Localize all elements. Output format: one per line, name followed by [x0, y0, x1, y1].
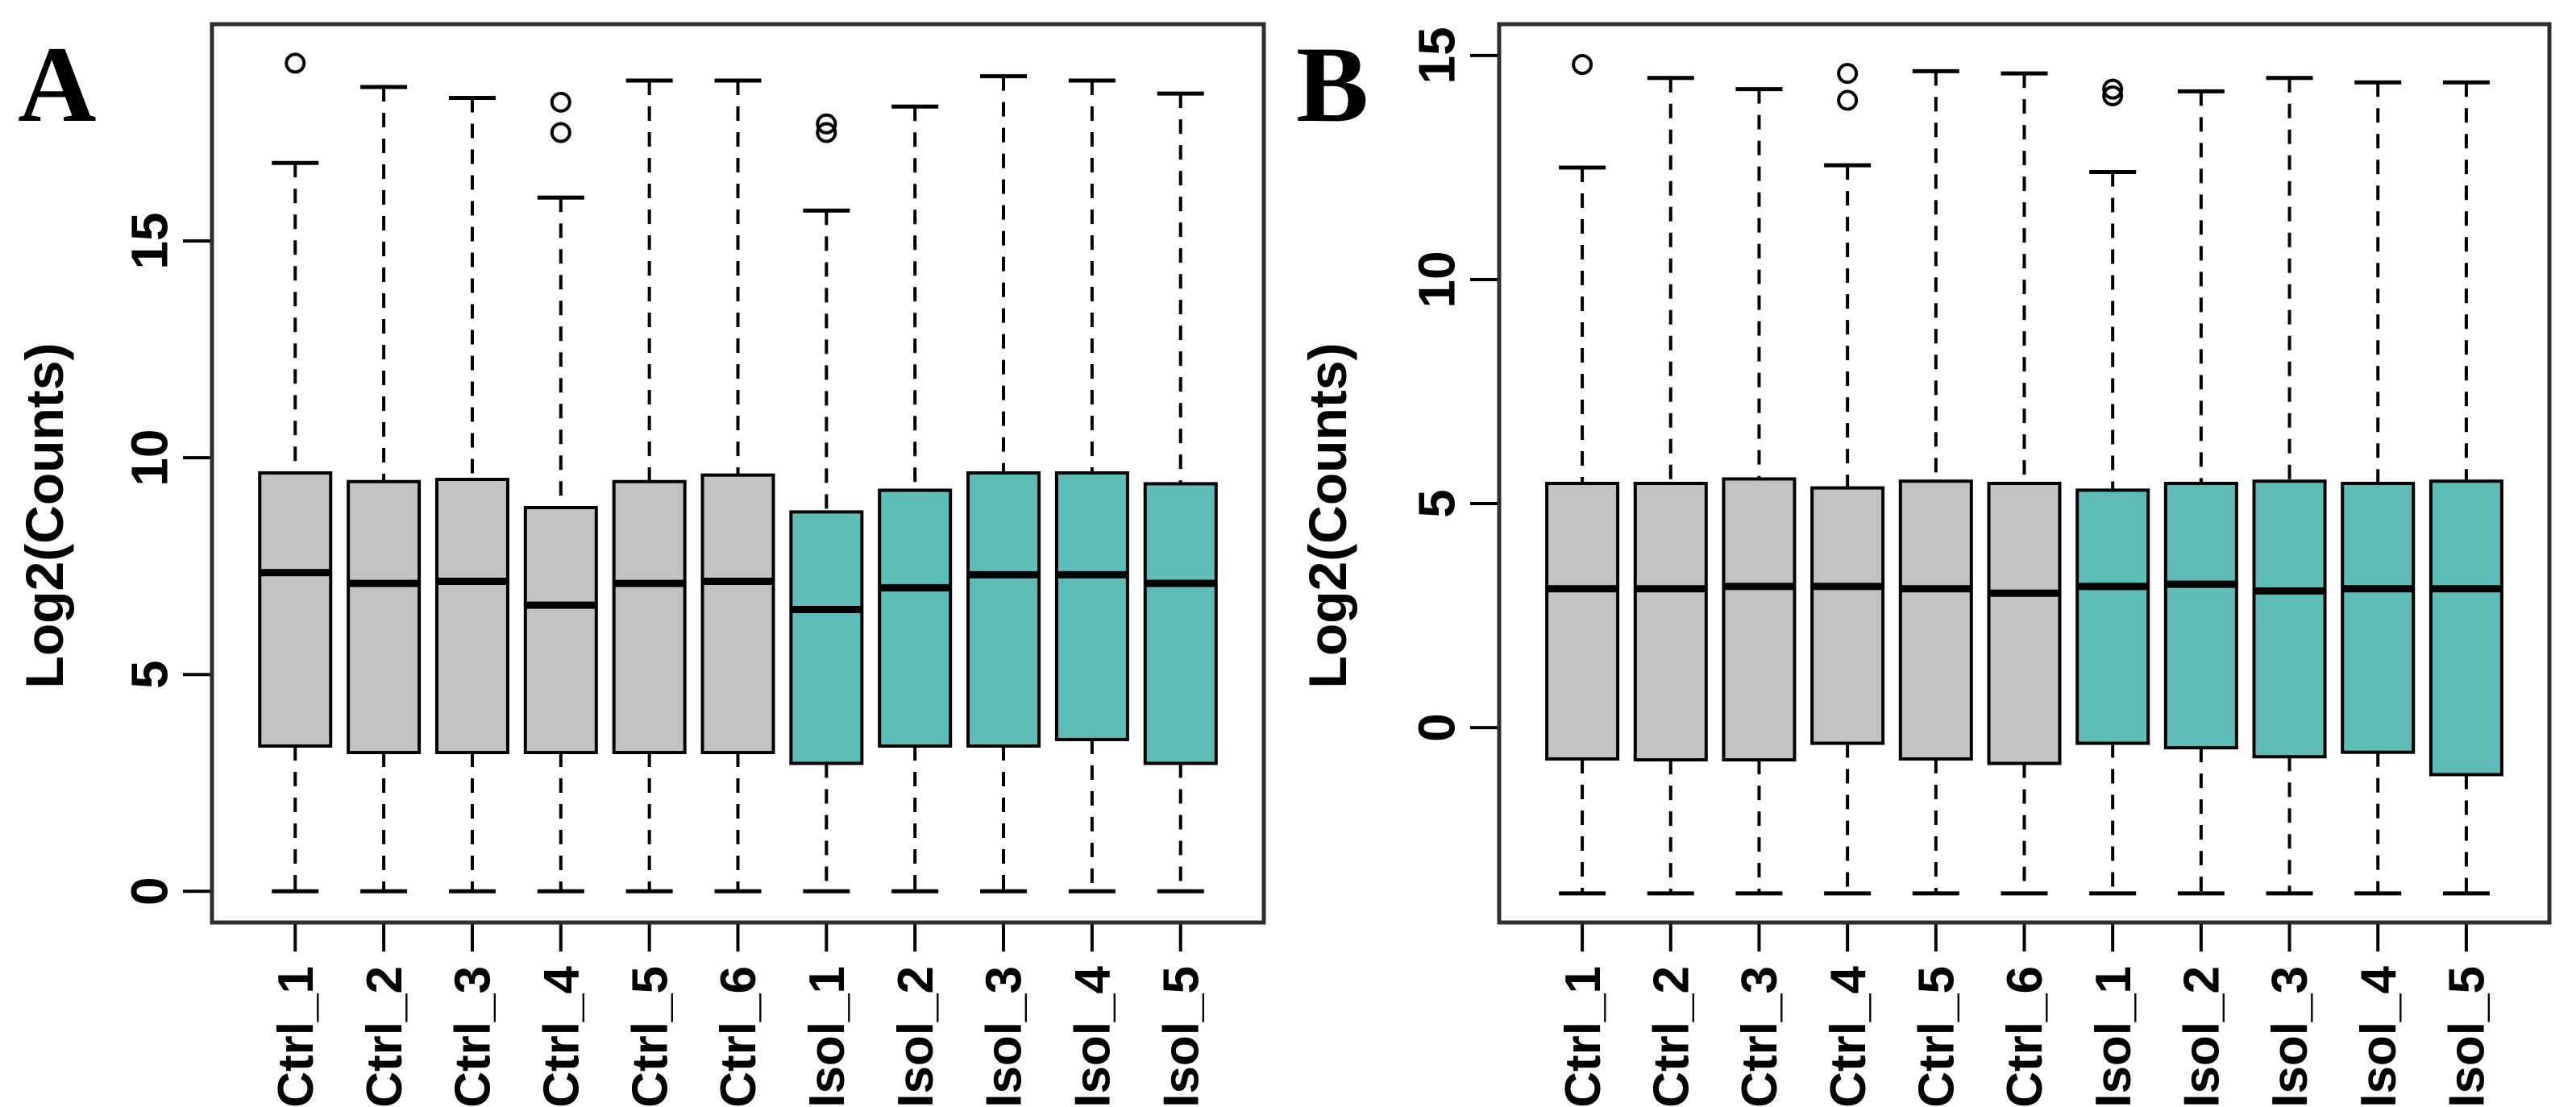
x-tick-label: Ctrl_4	[1821, 965, 1876, 1107]
iqr-box	[2429, 479, 2503, 777]
outlier-point	[816, 122, 837, 143]
box-A-Isol_5: Isol_5	[1143, 91, 1218, 1107]
iqr-box	[789, 510, 864, 765]
panel-B-frame	[1497, 22, 2552, 925]
iqr-box	[523, 506, 598, 755]
box-A-Ctrl_6: Ctrl_6	[700, 78, 775, 1107]
iqr-box	[1898, 479, 1973, 761]
x-tick-label: Isol_4	[1066, 965, 1121, 1107]
box-A-Isol_1: Isol_1	[789, 113, 864, 1107]
x-tick-label: Ctrl_1	[268, 966, 324, 1107]
iqr-box	[1987, 482, 2062, 765]
iqr-box	[1633, 482, 1708, 762]
x-tick-label: Ctrl_4	[534, 965, 590, 1107]
x-tick-label: Ctrl_3	[446, 966, 501, 1107]
box-B-Ctrl_4: Ctrl_4	[1810, 63, 1885, 1107]
x-tick-label: Isol_5	[1153, 966, 1209, 1107]
panel-a-letter: A	[18, 25, 97, 145]
box-A-Ctrl_3: Ctrl_3	[434, 95, 509, 1107]
y-tick-label: 5	[120, 660, 178, 689]
box-A-Isol_4: Isol_4	[1054, 78, 1129, 1107]
outlier-point	[1837, 63, 1859, 85]
panel-b-letter: B	[1296, 25, 1369, 145]
outlier-point	[285, 52, 306, 74]
box-A-Ctrl_5: Ctrl_5	[612, 78, 687, 1107]
iqr-box	[2163, 482, 2238, 750]
y-tick-label: 15	[1407, 27, 1465, 84]
box-B-Ctrl_5: Ctrl_5	[1898, 68, 1973, 1107]
box-A-Isol_2: Isol_2	[878, 104, 953, 1107]
x-tick-label: Ctrl_6	[1997, 966, 2053, 1107]
x-tick-label: Isol_3	[2262, 966, 2318, 1107]
x-tick-label: Isol_3	[977, 966, 1032, 1107]
y-tick-label: 15	[120, 212, 178, 269]
iqr-box	[1054, 471, 1129, 741]
x-tick-label: Isol_1	[2086, 966, 2142, 1107]
box-B-Isol_1: Isol_1	[2075, 78, 2150, 1107]
box-A-Ctrl_1: Ctrl_1	[258, 52, 333, 1107]
x-tick-label: Ctrl_5	[1909, 966, 1965, 1107]
box-A-Isol_3: Isol_3	[966, 74, 1041, 1107]
x-tick-label: Ctrl_2	[1643, 966, 1699, 1107]
outlier-point	[1572, 54, 1593, 76]
iqr-box	[700, 473, 775, 755]
panel-b-y-axis-label: Log2(Counts)	[1298, 343, 1357, 689]
iqr-box	[2341, 482, 2416, 754]
iqr-box	[2252, 479, 2327, 759]
iqr-box	[878, 488, 953, 748]
iqr-box	[1545, 482, 1620, 761]
iqr-box	[612, 479, 687, 755]
iqr-box	[434, 478, 509, 755]
panel-B-plot: 0 5 10 15 Ctrl_1 Ctrl_2 Ctrl_3 Ctrl_4 Ctrl_5 Ctrl…	[1407, 22, 2552, 1107]
box-B-Isol_2: Isol_2	[2163, 89, 2238, 1107]
y-tick-label: 5	[1407, 489, 1465, 518]
iqr-box	[966, 471, 1041, 748]
iqr-box	[2075, 488, 2150, 745]
x-tick-label: Isol_1	[800, 966, 855, 1107]
box-B-Isol_4: Isol_4	[2341, 80, 2416, 1107]
box-B-Isol_3: Isol_3	[2252, 76, 2327, 1107]
box-B-Ctrl_3: Ctrl_3	[1722, 87, 1797, 1107]
y-tick-label: 10	[120, 429, 178, 487]
iqr-box	[347, 479, 422, 755]
x-tick-label: Ctrl_5	[622, 966, 678, 1107]
panel-A-plot: 0 5 10 15 Ctrl_1 Ctrl_2 Ctrl_3 Ctrl_4 Ctrl_5 Ctrl…	[120, 22, 1266, 1107]
box-B-Ctrl_1: Ctrl_1	[1545, 54, 1620, 1107]
panel-a-y-axis-label: Log2(Counts)	[15, 343, 74, 689]
box-B-Ctrl_2: Ctrl_2	[1633, 76, 1708, 1107]
iqr-box	[1143, 482, 1218, 765]
x-tick-label: Isol_4	[2351, 965, 2407, 1107]
iqr-box	[1722, 477, 1797, 762]
x-tick-label: Ctrl_3	[1732, 966, 1788, 1107]
box-A-Ctrl_2: Ctrl_2	[347, 85, 422, 1107]
outlier-point	[816, 113, 837, 135]
x-tick-label: Ctrl_6	[711, 966, 767, 1107]
x-tick-label: Isol_2	[888, 966, 944, 1107]
box-A-Ctrl_4: Ctrl_4	[523, 91, 598, 1107]
y-tick-label: 10	[1407, 251, 1465, 308]
x-tick-label: Ctrl_1	[1556, 966, 1611, 1107]
x-tick-label: Isol_2	[2175, 966, 2230, 1107]
x-tick-label: Ctrl_2	[357, 966, 413, 1107]
outlier-point	[550, 91, 571, 113]
x-tick-label: Isol_5	[2440, 966, 2495, 1107]
outlier-point	[550, 122, 571, 143]
y-tick-label: 0	[1407, 713, 1465, 742]
box-B-Ctrl_6: Ctrl_6	[1987, 71, 2062, 1107]
chart-root: 0 5 10 15 Ctrl_1 Ctrl_2 Ctrl_3 Ctrl_4 Ctrl_5 Ctrl…	[120, 22, 2552, 1107]
outlier-point	[2102, 78, 2124, 100]
box-B-Isol_5: Isol_5	[2429, 80, 2503, 1107]
y-tick-label: 0	[120, 877, 178, 906]
iqr-box	[258, 471, 333, 748]
panel-A-frame	[210, 22, 1266, 925]
outlier-point	[1837, 89, 1859, 111]
outlier-point	[2102, 85, 2124, 106]
iqr-box	[1810, 486, 1885, 745]
